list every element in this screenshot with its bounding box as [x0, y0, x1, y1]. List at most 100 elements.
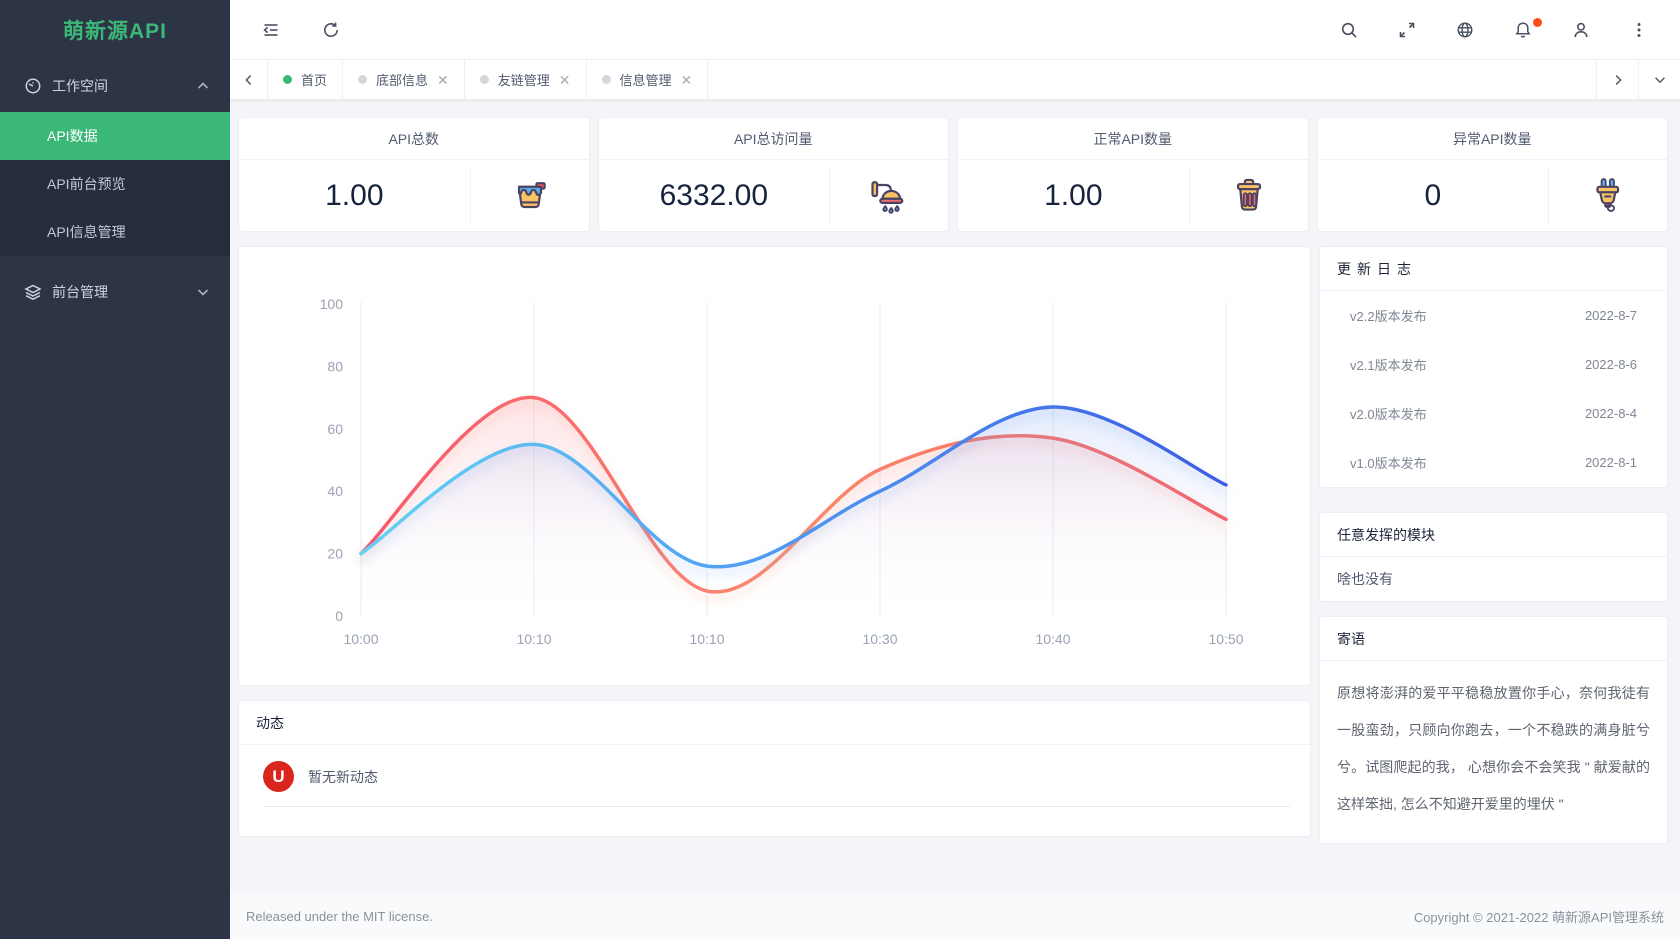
y-tick-label: 40: [327, 483, 343, 499]
stat-card-api-total: API总数 1.00: [238, 117, 590, 232]
tab-close-icon[interactable]: ✕: [558, 71, 571, 88]
tab-label: 友链管理: [497, 73, 550, 88]
free-module-title: 任意发挥的模块: [1320, 513, 1667, 557]
y-tick-label: 20: [327, 546, 343, 562]
refresh-icon[interactable]: [320, 19, 342, 41]
sidebar-item-label: API前台预览: [47, 176, 126, 192]
tab-status-dot: [283, 75, 292, 84]
stat-card-title: 正常API数量: [958, 118, 1308, 160]
tabs-scroll-left-icon[interactable]: [230, 60, 268, 99]
activity-list-item: U 暂无新动态: [263, 745, 1290, 807]
tabs-scroll-right-icon[interactable]: [1596, 60, 1638, 99]
tab-status-dot: [479, 75, 489, 84]
log-date: 2022-8-7: [1584, 308, 1637, 323]
stat-card-title: API总访问量: [598, 118, 948, 160]
tab-footer-info[interactable]: 底部信息 ✕: [343, 60, 465, 99]
right-column: 更新日志 v2.2版本发布 2022-8-7 v2.1版本发布 2022-8-6…: [1319, 246, 1668, 844]
kebab-menu-icon[interactable]: [1628, 19, 1650, 41]
chevron-up-icon: [197, 82, 209, 89]
avatar: U: [263, 761, 294, 792]
sidebar: 萌新源API 工作空间 API数据 API前台预览 API信息管理: [0, 0, 230, 939]
left-column: 10:00 10:10 10:10 10:30 10:40 10:50 0 20 40 60 80 1…: [238, 246, 1311, 837]
x-tick-label: 10:10: [516, 631, 551, 647]
log-name: v2.0版本发布: [1350, 407, 1427, 422]
free-module-panel: 任意发挥的模块 啥也没有: [1319, 512, 1668, 602]
main-area: 首页 底部信息 ✕ 友链管理 ✕ 信息管理 ✕: [230, 0, 1680, 939]
tabbar-spacer: [708, 60, 1596, 99]
stat-card-value: 1.00: [325, 178, 384, 212]
fullscreen-icon[interactable]: [1396, 19, 1418, 41]
stat-cards-row: API总数 1.00: [238, 117, 1668, 232]
message-panel-title: 寄语: [1320, 617, 1667, 661]
log-date: 2022-8-6: [1584, 357, 1637, 372]
sidebar-group-label: 前台管理: [52, 284, 108, 300]
topbar: [230, 0, 1680, 60]
sidebar-group-frontend[interactable]: 前台管理: [0, 266, 230, 318]
power-plug-icon: [1596, 177, 1620, 212]
sidebar-item-api-preview[interactable]: API前台预览: [0, 160, 230, 208]
update-log-row: v2.0版本发布 2022-8-4: [1350, 389, 1637, 438]
stat-card-value: 6332.00: [659, 178, 769, 212]
footer-copyright-text: Copyright © 2021-2022 萌新源API管理系统: [1413, 909, 1664, 925]
stat-card-api-normal: 正常API数量 1.00: [957, 117, 1309, 232]
divider: [469, 168, 471, 223]
update-log-row: v1.0版本发布 2022-8-1: [1350, 438, 1637, 487]
page-content: API总数 1.00: [230, 100, 1680, 893]
tab-status-dot: [358, 75, 368, 84]
message-panel: 寄语 原想将澎湃的爱平平稳稳放置你手心，奈何我徒有一股蛮劲，只顾向你跑去，一个不…: [1319, 616, 1668, 844]
stat-card-title: 异常API数量: [1317, 118, 1667, 160]
blue-series-line: [359, 405, 1228, 569]
x-tick-label: 10:50: [1208, 631, 1243, 647]
log-name: v2.1版本发布: [1350, 358, 1427, 373]
layers-icon: [24, 284, 42, 301]
paint-bucket-icon: [517, 181, 546, 208]
stat-card-api-visits: API总访问量 6332.00: [597, 117, 949, 232]
tab-label: 信息管理: [619, 73, 672, 88]
tabs-menu-icon[interactable]: [1638, 60, 1680, 99]
divider: [1188, 168, 1190, 223]
sidebar-item-api-info[interactable]: API信息管理: [0, 208, 230, 256]
y-tick-label: 0: [335, 608, 343, 624]
notification-badge: [1533, 17, 1542, 27]
user-icon[interactable]: [1570, 19, 1592, 41]
stat-card-api-abnormal: 异常API数量 0: [1316, 117, 1668, 232]
tab-info-manage[interactable]: 信息管理 ✕: [587, 60, 709, 99]
sidebar-item-label: API数据: [47, 128, 98, 144]
sidebar-item-api-data[interactable]: API数据: [0, 112, 230, 160]
fold-sidebar-icon[interactable]: [260, 19, 282, 41]
tab-links-manage[interactable]: 友链管理 ✕: [465, 60, 587, 99]
tab-close-icon[interactable]: ✕: [437, 71, 449, 88]
footer-license-text: Released under the MIT license.: [246, 908, 433, 924]
bell-icon[interactable]: [1512, 17, 1542, 41]
tab-status-dot: [601, 75, 611, 84]
tab-home[interactable]: 首页: [268, 60, 344, 99]
update-log-panel: 更新日志 v2.2版本发布 2022-8-7 v2.1版本发布 2022-8-6…: [1319, 246, 1668, 488]
divider: [829, 168, 831, 223]
activity-panel: 动态 U 暂无新动态: [238, 700, 1311, 837]
free-module-body: 啥也没有: [1337, 571, 1393, 587]
blue-series-area: [361, 406, 1226, 616]
sidebar-group-label: 工作空间: [52, 78, 108, 94]
tab-close-icon[interactable]: ✕: [680, 71, 693, 88]
sidebar-group-workspace[interactable]: 工作空间: [0, 60, 230, 112]
search-icon[interactable]: [1338, 19, 1360, 41]
x-tick-label: 10:10: [689, 631, 724, 647]
topbar-left: [260, 19, 342, 41]
log-date: 2022-8-1: [1584, 455, 1637, 470]
tab-label: 首页: [301, 73, 328, 88]
trash-bin-icon: [1236, 178, 1261, 211]
globe-icon[interactable]: [1454, 19, 1476, 41]
sidebar-item-label: API信息管理: [47, 224, 126, 240]
app-logo: 萌新源API: [62, 20, 167, 43]
activity-empty-text: 暂无新动态: [308, 768, 378, 785]
sidebar-submenu-workspace: API数据 API前台预览 API信息管理: [0, 112, 230, 256]
page-footer: Released under the MIT license. Copyrigh…: [230, 893, 1680, 939]
update-log-row: v2.2版本发布 2022-8-7: [1350, 291, 1637, 340]
dashboard-icon: [25, 78, 41, 94]
tabbar: 首页 底部信息 ✕ 友链管理 ✕ 信息管理 ✕: [230, 60, 1680, 100]
stat-card-value: 1.00: [1044, 178, 1103, 212]
divider: [1548, 168, 1550, 223]
stat-card-title: API总数: [239, 118, 589, 160]
shower-icon: [871, 180, 904, 214]
chevron-down-icon: [197, 289, 209, 296]
